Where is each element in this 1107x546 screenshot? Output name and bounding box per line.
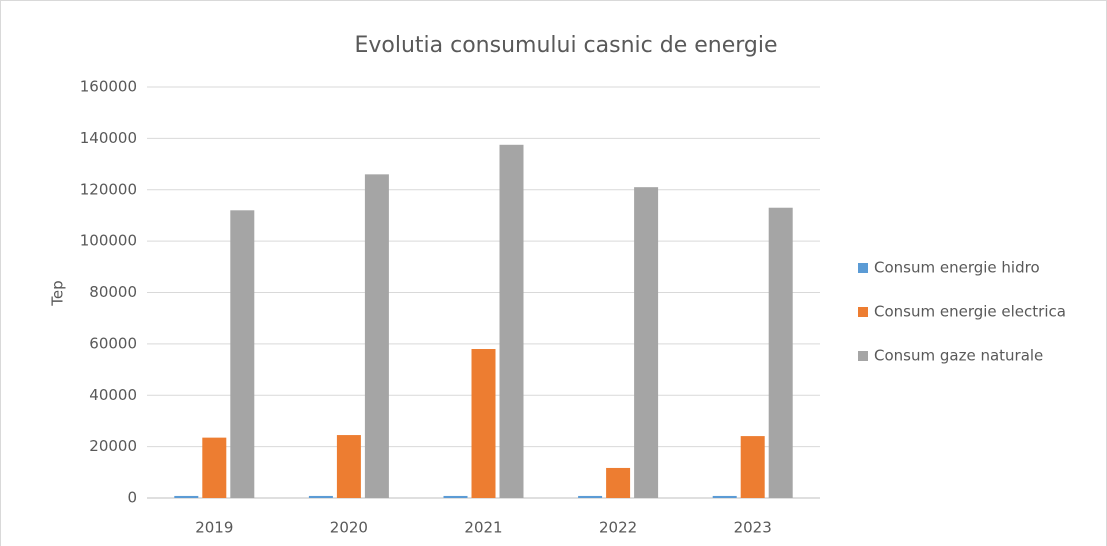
bar xyxy=(202,437,227,498)
y-tick-label: 140000 xyxy=(80,129,137,147)
bar xyxy=(443,495,468,498)
bar xyxy=(308,495,333,498)
x-tick-label: 2022 xyxy=(599,519,637,537)
bar xyxy=(740,436,765,498)
y-tick-label: 120000 xyxy=(80,180,137,198)
bar xyxy=(471,349,496,498)
bar xyxy=(712,495,737,498)
y-tick-label: 0 xyxy=(127,489,137,507)
bar xyxy=(606,467,631,498)
legend-swatch xyxy=(858,351,868,361)
x-tick-label: 2023 xyxy=(734,519,772,537)
y-tick-label: 60000 xyxy=(89,334,137,352)
bar xyxy=(336,435,361,498)
bar xyxy=(578,495,603,498)
bar xyxy=(634,187,659,498)
y-tick-label: 40000 xyxy=(89,386,137,404)
x-tick-label: 2019 xyxy=(195,519,233,537)
y-tick-label: 100000 xyxy=(80,232,137,250)
y-tick-label: 20000 xyxy=(89,437,137,455)
legend-label: Consum energie electrica xyxy=(874,303,1066,321)
chart-title: Evolutia consumului casnic de energie xyxy=(354,33,777,58)
legend-swatch xyxy=(858,263,868,273)
y-axis-label: Tep xyxy=(49,280,67,306)
y-tick-label: 160000 xyxy=(80,78,137,96)
legend-swatch xyxy=(858,307,868,317)
y-tick-label: 80000 xyxy=(89,283,137,301)
bar xyxy=(364,174,389,498)
legend-label: Consum gaze naturale xyxy=(874,347,1043,365)
bar xyxy=(499,144,524,498)
x-tick-label: 2021 xyxy=(464,519,502,537)
bar xyxy=(174,495,199,498)
bar xyxy=(768,207,793,498)
x-tick-label: 2020 xyxy=(330,519,368,537)
bar xyxy=(230,210,255,499)
legend-label: Consum energie hidro xyxy=(874,259,1040,277)
